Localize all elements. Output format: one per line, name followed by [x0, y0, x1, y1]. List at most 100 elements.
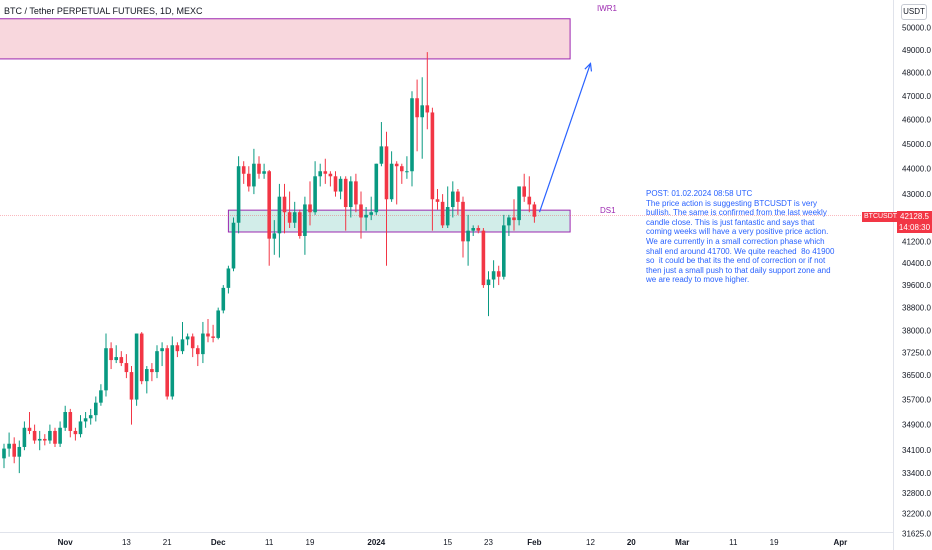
candle[interactable]	[119, 351, 124, 367]
time-axis[interactable]: Nov 13 21 Dec 11 19 2024 15 23 Feb 12 20 Mar 11 19 Apr	[58, 538, 848, 547]
candle[interactable]	[323, 158, 328, 184]
candle[interactable]	[12, 437, 16, 464]
candle[interactable]	[410, 91, 414, 187]
price-axis[interactable]: 31625.0 32200.0 32800.0 33400.0 34100.0 34900…	[902, 24, 931, 539]
candle[interactable]	[420, 77, 424, 159]
projection-arrow[interactable]	[538, 62, 593, 213]
candle[interactable]	[328, 171, 333, 187]
candle[interactable]	[308, 181, 312, 226]
candle[interactable]	[134, 333, 139, 406]
candle[interactable]	[190, 333, 195, 358]
candle[interactable]	[104, 333, 108, 397]
candle[interactable]	[313, 161, 317, 215]
candle[interactable]	[109, 342, 113, 370]
candle[interactable]	[201, 321, 205, 364]
candle[interactable]	[262, 163, 266, 179]
candle[interactable]	[17, 440, 22, 474]
candle[interactable]	[425, 52, 430, 130]
candle[interactable]	[471, 225, 475, 236]
candle[interactable]	[282, 183, 287, 234]
candle[interactable]	[124, 354, 129, 379]
candle[interactable]	[374, 163, 379, 215]
candle[interactable]	[252, 148, 256, 195]
candle[interactable]	[53, 427, 57, 447]
candle[interactable]	[507, 214, 511, 236]
candle[interactable]	[211, 324, 215, 343]
weekly-resistance-zone[interactable]	[0, 18, 571, 60]
candle[interactable]	[231, 217, 236, 272]
candle[interactable]	[257, 156, 261, 179]
candle[interactable]	[48, 424, 52, 444]
candle[interactable]	[216, 307, 220, 340]
candle[interactable]	[99, 384, 103, 406]
candle[interactable]	[241, 161, 246, 184]
candle[interactable]	[58, 421, 62, 447]
candle[interactable]	[63, 405, 67, 431]
candle[interactable]	[114, 345, 118, 364]
candle[interactable]	[298, 209, 302, 239]
analysis-note[interactable]: POST: 01.02.2024 08:58 UTC The price act…	[646, 189, 835, 285]
candle[interactable]	[379, 122, 384, 167]
candle[interactable]	[226, 265, 231, 294]
candle[interactable]	[496, 265, 501, 286]
candle[interactable]	[491, 260, 496, 288]
candle[interactable]	[338, 176, 343, 200]
candle[interactable]	[502, 214, 506, 280]
candle[interactable]	[88, 408, 93, 425]
candle[interactable]	[180, 321, 185, 355]
candle[interactable]	[83, 412, 88, 428]
candle[interactable]	[359, 191, 363, 239]
candle[interactable]	[318, 163, 322, 187]
candle[interactable]	[292, 201, 297, 229]
candle[interactable]	[155, 345, 159, 379]
candle[interactable]	[287, 191, 292, 229]
candle[interactable]	[129, 366, 134, 425]
candle[interactable]	[512, 199, 516, 231]
candle[interactable]	[277, 183, 282, 258]
candle[interactable]	[2, 443, 6, 469]
candle[interactable]	[303, 196, 307, 255]
candle[interactable]	[78, 415, 83, 438]
candle[interactable]	[165, 345, 169, 400]
candle[interactable]	[466, 214, 470, 266]
candle[interactable]	[27, 412, 32, 435]
candle[interactable]	[43, 434, 47, 446]
candle[interactable]	[394, 161, 399, 205]
candle[interactable]	[139, 332, 144, 385]
candle[interactable]	[236, 156, 241, 234]
candle[interactable]	[354, 173, 358, 213]
candle[interactable]	[7, 432, 11, 457]
candle[interactable]	[170, 336, 175, 400]
candle[interactable]	[221, 285, 226, 314]
candle[interactable]	[150, 363, 154, 382]
candle[interactable]	[440, 194, 445, 229]
candle[interactable]	[456, 188, 460, 215]
candle[interactable]	[527, 176, 532, 213]
candle[interactable]	[364, 207, 368, 231]
candle[interactable]	[343, 176, 348, 231]
candle[interactable]	[405, 156, 409, 179]
candle[interactable]	[32, 424, 37, 444]
candle[interactable]	[73, 427, 78, 441]
candle[interactable]	[389, 151, 394, 202]
candle[interactable]	[22, 421, 27, 451]
candle[interactable]	[415, 79, 419, 152]
candle[interactable]	[349, 176, 353, 218]
candle[interactable]	[369, 196, 373, 221]
candle[interactable]	[476, 225, 481, 234]
candle[interactable]	[267, 169, 271, 266]
candle[interactable]	[247, 166, 251, 192]
candle[interactable]	[185, 333, 190, 346]
candle[interactable]	[400, 163, 404, 184]
candle[interactable]	[196, 345, 200, 367]
candle[interactable]	[522, 173, 526, 202]
candle[interactable]	[384, 131, 389, 266]
candle[interactable]	[37, 430, 42, 451]
candle[interactable]	[145, 366, 149, 394]
candle[interactable]	[94, 396, 98, 422]
candle[interactable]	[430, 107, 435, 231]
candle[interactable]	[486, 271, 491, 317]
candle[interactable]	[160, 342, 164, 367]
candle[interactable]	[206, 319, 210, 343]
